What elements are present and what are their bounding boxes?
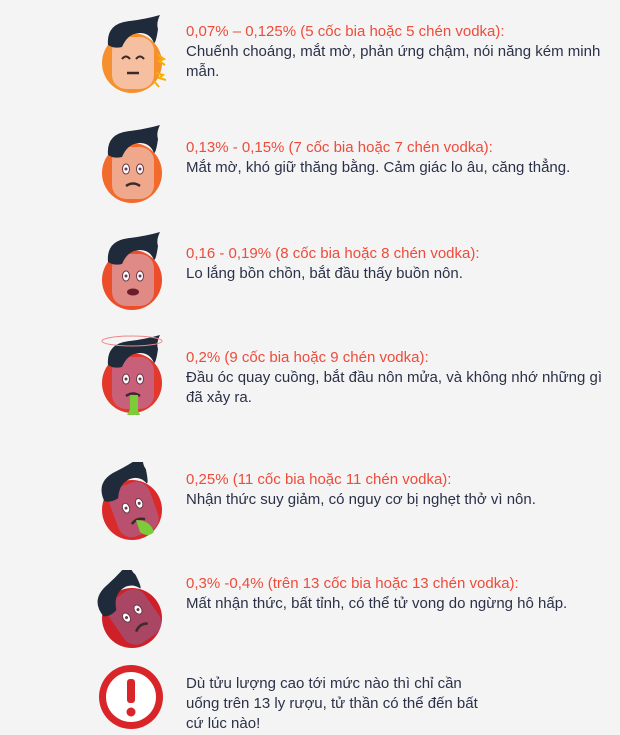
stage-text: 0,16 - 0,19% (8 cốc bia hoặc 8 chén vodk… [186, 244, 606, 284]
warning-text: Dù tửu lượng cao tới mức nào thì chỉ cần… [186, 675, 478, 732]
dizzy-face-icon [102, 15, 167, 93]
nauseous-face-icon [102, 232, 162, 310]
stage-title: 0,07% – 0,125% (5 cốc bia hoặc 5 chén vo… [186, 23, 505, 40]
choking-face-icon [101, 462, 162, 540]
exclamation-icon [99, 665, 163, 729]
stage-description: Mắt mờ, khó giữ thăng bằng. Cảm giác lo … [186, 159, 571, 176]
stage-title: 0,3% -0,4% (trên 13 cốc bia hoặc 13 chén… [186, 575, 519, 592]
unconscious-face-icon [97, 570, 162, 648]
stage-text: 0,25% (11 cốc bia hoặc 11 chén vodka): N… [186, 470, 606, 510]
stage-text: 0,2% (9 cốc bia hoặc 9 chén vodka): Đầu … [186, 348, 606, 408]
stage-text: 0,3% -0,4% (trên 13 cốc bia hoặc 13 chén… [186, 574, 606, 614]
stage-title: 0,16 - 0,19% (8 cốc bia hoặc 8 chén vodk… [186, 245, 480, 262]
stage-description: Chuếnh choáng, mắt mờ, phản ứng chậm, nó… [186, 43, 601, 80]
stage-description: Lo lắng bồn chồn, bắt đầu thấy buồn nôn. [186, 265, 463, 282]
stage-text: 0,07% – 0,125% (5 cốc bia hoặc 5 chén vo… [186, 22, 606, 82]
stage-title: 0,25% (11 cốc bia hoặc 11 chén vodka): [186, 471, 452, 488]
stage-title: 0,2% (9 cốc bia hoặc 9 chén vodka): [186, 349, 429, 366]
vomiting-face-icon [101, 335, 163, 415]
stage-title: 0,13% - 0,15% (7 cốc bia hoặc 7 chén vod… [186, 139, 493, 156]
stage-description: Đầu óc quay cuồng, bắt đầu nôn mửa, và k… [186, 369, 603, 406]
stage-description: Mất nhận thức, bất tỉnh, có thể tử vong … [186, 595, 568, 612]
anxious-face-icon [102, 125, 162, 203]
stage-description: Nhận thức suy giảm, có nguy cơ bị nghẹt … [186, 491, 536, 508]
stage-text: 0,13% - 0,15% (7 cốc bia hoặc 7 chén vod… [186, 138, 606, 178]
